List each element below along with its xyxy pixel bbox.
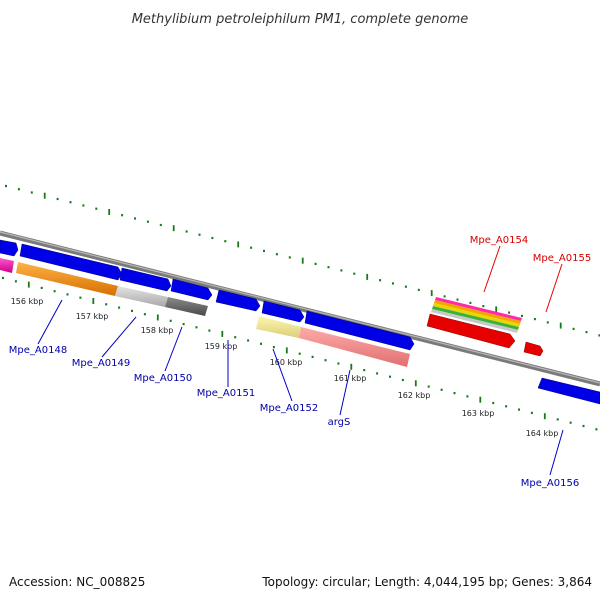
leader-mpe-a0156 bbox=[549, 429, 564, 476]
forward-strand-genes bbox=[0, 239, 600, 405]
gene-bar-gray[interactable] bbox=[115, 286, 168, 307]
gene-bar-darkgray[interactable] bbox=[165, 297, 208, 316]
genome-backbone bbox=[0, 230, 600, 387]
gene-args[interactable] bbox=[304, 310, 415, 351]
leader-mpe-a0150 bbox=[164, 326, 183, 372]
gene-mpe-a0149[interactable] bbox=[119, 267, 172, 292]
genome-backbone-highlight bbox=[0, 231, 600, 384]
accession-text: Accession: NC_008825 bbox=[9, 575, 145, 589]
gene-label-mpe-a0155[interactable]: Mpe_A0155 bbox=[533, 253, 591, 264]
gene-label-mpe-a0149[interactable]: Mpe_A0149 bbox=[72, 358, 130, 369]
leader-mpe-a0152 bbox=[272, 348, 293, 402]
map-title: Methylibium petroleiphilum PM1, complete… bbox=[132, 12, 469, 27]
scale-label: 157 kbp bbox=[76, 312, 109, 321]
leader-mpe-a0155 bbox=[545, 263, 563, 313]
leader-mpe-a0154 bbox=[483, 245, 501, 293]
gene-bar-yellow[interactable] bbox=[256, 316, 301, 338]
gene-mpe-a0154[interactable] bbox=[426, 313, 516, 349]
gene-label-mpe-a0156[interactable]: Mpe_A0156 bbox=[521, 478, 579, 489]
scale-label: 164 kbp bbox=[526, 429, 559, 438]
gene-bar-orange[interactable] bbox=[16, 262, 118, 296]
gene-label-mpe-a0151[interactable]: Mpe_A0151 bbox=[197, 388, 255, 399]
leader-mpe-a0148 bbox=[37, 299, 63, 345]
leader-mpe-a0149 bbox=[101, 316, 137, 358]
scale-label: 162 kbp bbox=[398, 391, 431, 400]
gene-mpe-a0151[interactable] bbox=[215, 289, 261, 312]
leader-args bbox=[339, 369, 351, 416]
reverse-strand-genes bbox=[0, 258, 544, 367]
gene-label-args[interactable]: argS bbox=[328, 417, 351, 428]
gene-mpe-a0152[interactable] bbox=[261, 300, 305, 323]
inner-tick-track bbox=[2, 276, 598, 431]
gene-labels: Mpe_A0148 Mpe_A0149 Mpe_A0150 Mpe_A0151 … bbox=[9, 235, 591, 489]
scale-label: 158 kbp bbox=[141, 326, 174, 335]
scale-label: 156 kbp bbox=[11, 297, 44, 306]
gene-label-leaders bbox=[37, 245, 564, 476]
gene-label-mpe-a0152[interactable]: Mpe_A0152 bbox=[260, 403, 318, 414]
scale-label: 159 kbp bbox=[205, 342, 238, 351]
topology-text: Topology: circular; Length: 4,044,195 bp… bbox=[261, 575, 592, 589]
gene-bar-pink[interactable] bbox=[299, 327, 410, 367]
gene-fragment-left[interactable] bbox=[0, 258, 14, 273]
gene-label-mpe-a0148[interactable]: Mpe_A0148 bbox=[9, 345, 67, 356]
scale-label: 161 kbp bbox=[334, 374, 367, 383]
scale-label: 163 kbp bbox=[462, 409, 495, 418]
scale-labels: 156 kbp 157 kbp 158 kbp 159 kbp 160 kbp … bbox=[11, 297, 559, 438]
outer-tick-track bbox=[5, 184, 600, 337]
gene-mpe-a0156[interactable] bbox=[537, 377, 600, 405]
gene-mpe-a0155[interactable] bbox=[523, 341, 544, 357]
gene-mpe-a0148[interactable] bbox=[19, 243, 123, 281]
scale-label: 160 kbp bbox=[270, 358, 303, 367]
gene-label-mpe-a0154[interactable]: Mpe_A0154 bbox=[470, 235, 528, 246]
gene-mpe-a0150[interactable] bbox=[170, 278, 213, 301]
gene-label-mpe-a0150[interactable]: Mpe_A0150 bbox=[134, 373, 192, 384]
gene-mpe-a0147[interactable] bbox=[0, 239, 19, 257]
rrna-stack[interactable] bbox=[431, 297, 522, 333]
